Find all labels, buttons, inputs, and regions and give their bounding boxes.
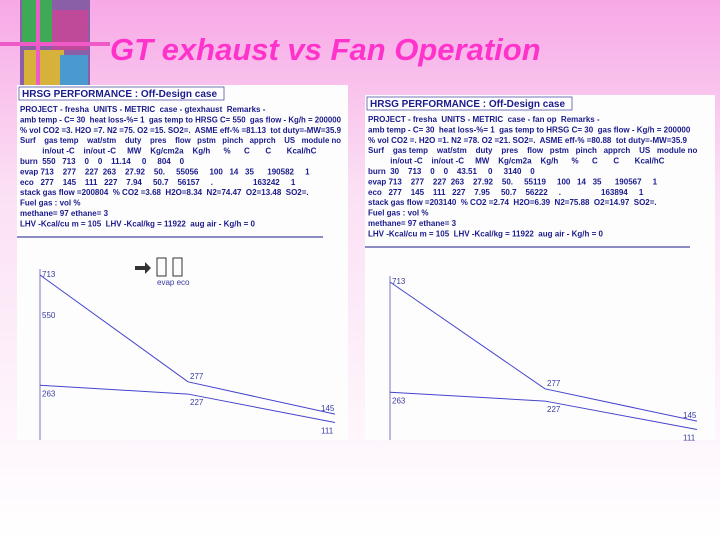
temp-label: 277 — [190, 372, 204, 381]
temp-label: 227 — [547, 405, 561, 414]
water-line — [39, 384, 336, 423]
report-line: Fuel gas : vol % — [20, 199, 80, 208]
report-line: eco 277 145 111 227 7.94 50.7 56157 . 16… — [20, 178, 296, 187]
panel-header-box — [18, 86, 225, 101]
report-line: burn 30 713 0 0 43.51 0 3140 0 — [368, 167, 535, 176]
icon-label: evap eco — [157, 278, 190, 287]
water-line — [389, 391, 698, 430]
report-line: Surf gas temp wat/stm duty pres flow pst… — [368, 146, 697, 155]
report-line: PROJECT - fresha UNITS - METRIC case - f… — [368, 115, 600, 124]
temp-label: 713 — [42, 270, 56, 279]
report-line: stack gas flow =203140 % CO2 =2.74 H2O=6… — [368, 198, 657, 207]
panel-header: HRSG PERFORMANCE : Off-Design case — [22, 89, 217, 100]
icon-eco — [172, 257, 183, 277]
panel-header-box — [366, 96, 573, 111]
panel-background — [365, 95, 715, 440]
report-line: methane= 97 ethane= 3 — [368, 219, 457, 228]
temp-label: 550 — [42, 311, 56, 320]
temp-label: 713 — [392, 277, 406, 286]
report-line: amb temp - C= 30 heat loss-%= 1 gas temp… — [368, 125, 691, 134]
report-line: in/out -C in/out -C MW Kg/cm2a Kg/h % C … — [20, 147, 317, 156]
report-line: LHV -Kcal/cu m = 105 LHV -Kcal/kg = 1192… — [368, 229, 604, 238]
report-line: evap 713 277 227 263 27.92 50. 55056 100… — [20, 167, 310, 176]
gas-line — [389, 281, 698, 422]
temp-label: 227 — [190, 398, 204, 407]
report-line: stack gas flow =200804 % CO2 =3.68 H2O=8… — [20, 188, 309, 197]
report-line: LHV -Kcal/cu m = 105 LHV -Kcal/kg = 1192… — [20, 219, 256, 228]
temp-label: 111 — [321, 426, 334, 435]
report-line: methane= 97 ethane= 3 — [20, 209, 109, 218]
temp-label: 277 — [547, 379, 561, 388]
temp-label: 145 — [683, 411, 697, 420]
panel: HRSG PERFORMANCE : Off-Design case PROJEC… — [17, 85, 348, 440]
report-line: eco 277 145 111 227 7.95 50.7 56222 . 16… — [368, 188, 644, 197]
report-line: amb temp - C= 30 heat loss-%= 1 gas temp… — [20, 115, 342, 124]
gas-line — [39, 274, 336, 415]
panel: HRSG PERFORMANCE : Off-Design case PROJEC… — [365, 95, 715, 442]
report-line: Surf gas temp wat/stm duty pres flow pst… — [20, 136, 341, 145]
report-line: evap 713 277 227 263 27.92 50. 55119 100… — [368, 177, 658, 186]
report-line: burn 550 713 0 0 11.14 0 804 0 — [20, 157, 185, 166]
report-line: % vol CO2 =3. H2O =7. N2 =75. O2 =15. SO… — [20, 126, 342, 135]
report-line: % vol CO2 =. H2O =1. N2 =78. O2 =21. SO2… — [368, 136, 687, 145]
report-line: PROJECT - fresha UNITS - METRIC case - g… — [20, 105, 266, 114]
temp-label: 111 — [683, 433, 696, 442]
icon-evap — [156, 257, 167, 277]
icon-arrow — [135, 262, 151, 274]
panel-header: HRSG PERFORMANCE : Off-Design case — [370, 99, 565, 110]
slide-title: GT exhaust vs Fan Operation — [110, 32, 541, 67]
report-line: Fuel gas : vol % — [368, 209, 428, 218]
temp-label: 263 — [392, 396, 406, 405]
report-line: in/out -C in/out -C MW Kg/cm2a Kg/h % C … — [368, 157, 665, 166]
temp-label: 145 — [321, 404, 335, 413]
temp-label: 263 — [42, 389, 56, 398]
